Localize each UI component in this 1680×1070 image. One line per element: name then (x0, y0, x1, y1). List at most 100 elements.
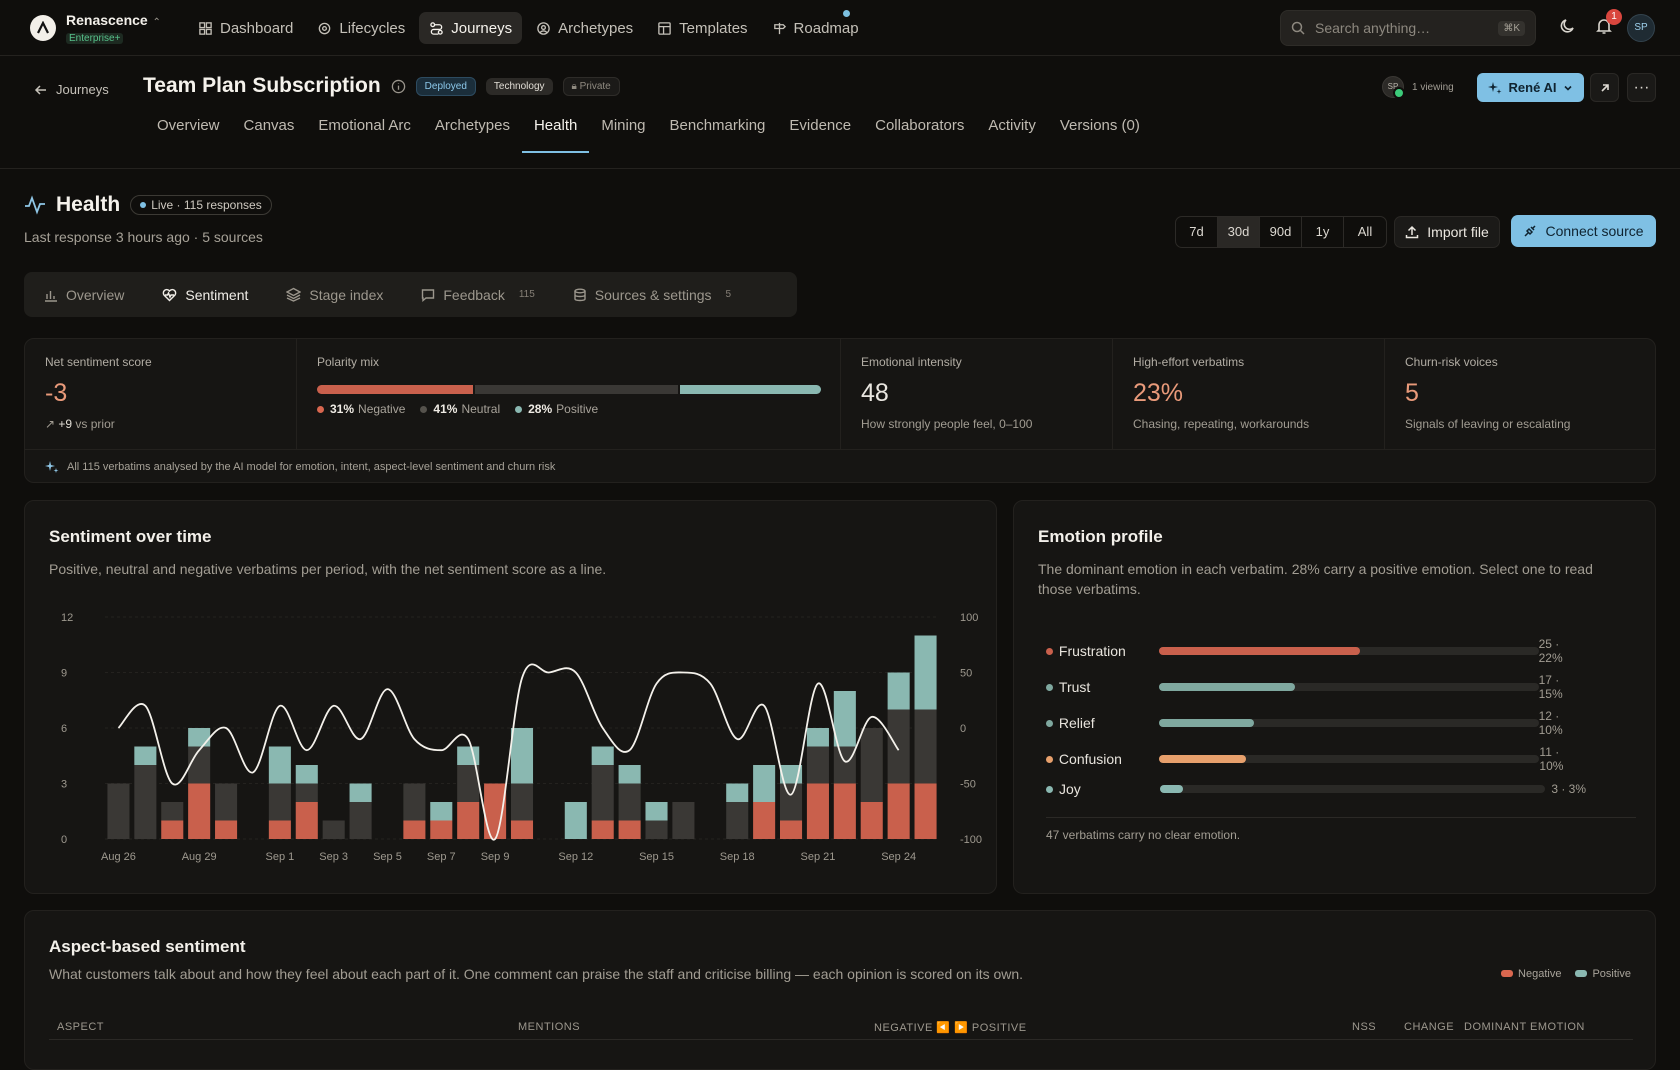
y2-tick-label: -100 (960, 834, 982, 846)
tab-mining[interactable]: Mining (601, 117, 646, 134)
bar-positive (188, 728, 211, 747)
ai-assistant-button[interactable]: René AI (1477, 73, 1584, 102)
subtab-overview[interactable]: Overview (44, 287, 124, 303)
emotion-row[interactable]: Confusion 11 · 10% (1046, 745, 1586, 773)
connect-source-button[interactable]: Connect source (1511, 215, 1656, 247)
tab-health[interactable]: Health (521, 113, 590, 153)
emotion-bar-fill (1160, 785, 1184, 793)
user-avatar[interactable]: SP (1627, 14, 1655, 42)
arrow-left-icon (34, 84, 46, 95)
nav-label: Roadmap (793, 19, 859, 37)
info-icon[interactable] (391, 79, 406, 94)
bar-positive (457, 746, 480, 765)
visibility-badge: 🔒︎ Private (562, 76, 620, 96)
bar-neutral (860, 728, 883, 802)
kpi-emotional-intensity[interactable]: Emotional intensity 48 How strongly peop… (841, 339, 1113, 449)
bar-neutral (268, 783, 291, 821)
emotion-dot (1046, 785, 1053, 793)
bar-negative (914, 783, 937, 839)
nav-dashboard[interactable]: Dashboard (188, 12, 303, 44)
subtab-stage-index[interactable]: Stage index (286, 287, 383, 303)
emotion-row[interactable]: Frustration 25 · 22% (1046, 637, 1586, 665)
grid-icon (199, 21, 212, 35)
column-header-aspect[interactable]: ASPECT (57, 1021, 105, 1033)
subtab-sources-settings[interactable]: Sources & settings 5 (573, 287, 731, 303)
open-external-button[interactable] (1590, 73, 1619, 102)
nav-lifecycles[interactable]: Lifecycles (307, 12, 415, 44)
subtab-feedback[interactable]: Feedback 115 (421, 287, 535, 303)
emotion-row[interactable]: Joy 3 · 3% (1046, 781, 1586, 797)
tab-activity[interactable]: Activity (988, 117, 1036, 134)
tab-emotional-arc[interactable]: Emotional Arc (318, 117, 411, 134)
import-file-button[interactable]: Import file (1394, 216, 1500, 248)
emotion-dot (1046, 719, 1053, 727)
emotion-count: 12 · 10% (1538, 709, 1563, 737)
activity-icon (25, 195, 45, 215)
nav-templates[interactable]: Templates (647, 12, 757, 44)
bar-negative (833, 783, 856, 839)
visibility-label: Private (579, 80, 611, 92)
tab-archetypes[interactable]: Archetypes (434, 117, 510, 134)
section-title: Health (56, 193, 121, 216)
bar-neutral (322, 820, 345, 839)
bar-neutral (403, 783, 426, 821)
moon-icon[interactable] (1558, 16, 1578, 36)
search-input[interactable]: Search anything… ⌘K (1280, 10, 1536, 46)
kpi-net-sentiment[interactable]: Net sentiment score -3 ↗ +9 vs prior (25, 339, 297, 449)
tab-evidence[interactable]: Evidence (789, 117, 852, 134)
more-options-button[interactable]: ··· (1627, 73, 1656, 102)
nav-journeys[interactable]: Journeys (419, 12, 523, 44)
tab-canvas[interactable]: Canvas (243, 117, 295, 134)
x-tick-label: Sep 12 (558, 851, 593, 863)
polarity-legend: 31% Negative 41% Neutral 28% Positive (317, 402, 598, 416)
legend-positive: Positive (1575, 968, 1631, 980)
card-description: What customers talk about and how they f… (49, 966, 1024, 982)
nav-archetypes[interactable]: Archetypes (526, 12, 643, 44)
subtab-sentiment[interactable]: Sentiment (162, 287, 248, 303)
column-header-dominant-emotion[interactable]: DOMINANT EMOTION (1464, 1021, 1585, 1033)
bar-negative (860, 802, 883, 839)
x-tick-label: Sep 21 (800, 851, 835, 863)
kpi-churn-risk[interactable]: Churn-risk voices 5 Signals of leaving o… (1385, 339, 1657, 449)
bar-negative (268, 820, 291, 839)
workspace-switcher[interactable]: Renascence ⌃ Enterprise+ (30, 12, 161, 44)
polarity-bar (317, 385, 821, 394)
bar-positive (430, 802, 453, 821)
footnote-text: All 115 verbatims analysed by the AI mod… (67, 460, 556, 473)
nav-roadmap[interactable]: Roadmap (762, 12, 869, 44)
journey-header: Journeys Team Plan Subscription Deployed… (0, 56, 1680, 169)
subtab-label: Sources & settings (594, 286, 712, 303)
tab-benchmarking[interactable]: Benchmarking (669, 117, 766, 134)
emotion-bar-fill (1158, 683, 1296, 691)
range-all[interactable]: All (1357, 224, 1373, 239)
bar-negative (215, 820, 238, 839)
live-badge: Live · 115 responses (130, 195, 272, 215)
tab-overview[interactable]: Overview (157, 117, 220, 134)
back-link[interactable]: Journeys (34, 82, 109, 97)
column-header-nss[interactable]: NSS (1352, 1021, 1377, 1033)
kpi-polarity-mix[interactable]: Polarity mix 31% Negative 41% Neutral 28% P… (297, 339, 841, 449)
kpi-footnote: All 115 verbatims analysed by the AI mod… (25, 449, 1655, 483)
range-7d[interactable]: 7d (1176, 217, 1218, 247)
range-90d[interactable]: 90d (1260, 217, 1302, 247)
lock-icon: 🔒︎ (571, 80, 580, 92)
range-1y[interactable]: 1y (1302, 217, 1344, 247)
ai-button-label: René AI (1508, 80, 1557, 95)
emotion-name: Confusion (1058, 751, 1122, 767)
column-header-change[interactable]: CHANGE (1404, 1021, 1455, 1033)
bar-positive (833, 691, 856, 747)
sentiment-chart[interactable]: 0 3 6 9 12 -100 -50 0 50 100 Aug 26 Aug 29 Sep 1 Sep … (25, 601, 996, 871)
range-30d[interactable]: 30d (1218, 217, 1260, 247)
emotion-row[interactable]: Trust 17 · 15% (1046, 673, 1586, 701)
subtab-label: Sentiment (185, 286, 249, 303)
bar-chart-icon (45, 290, 57, 302)
column-header-polarity[interactable]: NEGATIVE ◀️ ▶️ POSITIVE (874, 1022, 1027, 1034)
viewer-avatar: SP (1382, 76, 1405, 99)
bar-neutral (457, 765, 480, 802)
tab-collaborators[interactable]: Collaborators (875, 117, 965, 134)
emotion-dot (1046, 683, 1053, 691)
column-header-mentions[interactable]: MENTIONS (518, 1021, 581, 1033)
emotion-row[interactable]: Relief 12 · 10% (1046, 709, 1586, 737)
kpi-high-effort[interactable]: High-effort verbatims 23% Chasing, repea… (1113, 339, 1385, 449)
tab-versions[interactable]: Versions (0) (1059, 117, 1140, 134)
